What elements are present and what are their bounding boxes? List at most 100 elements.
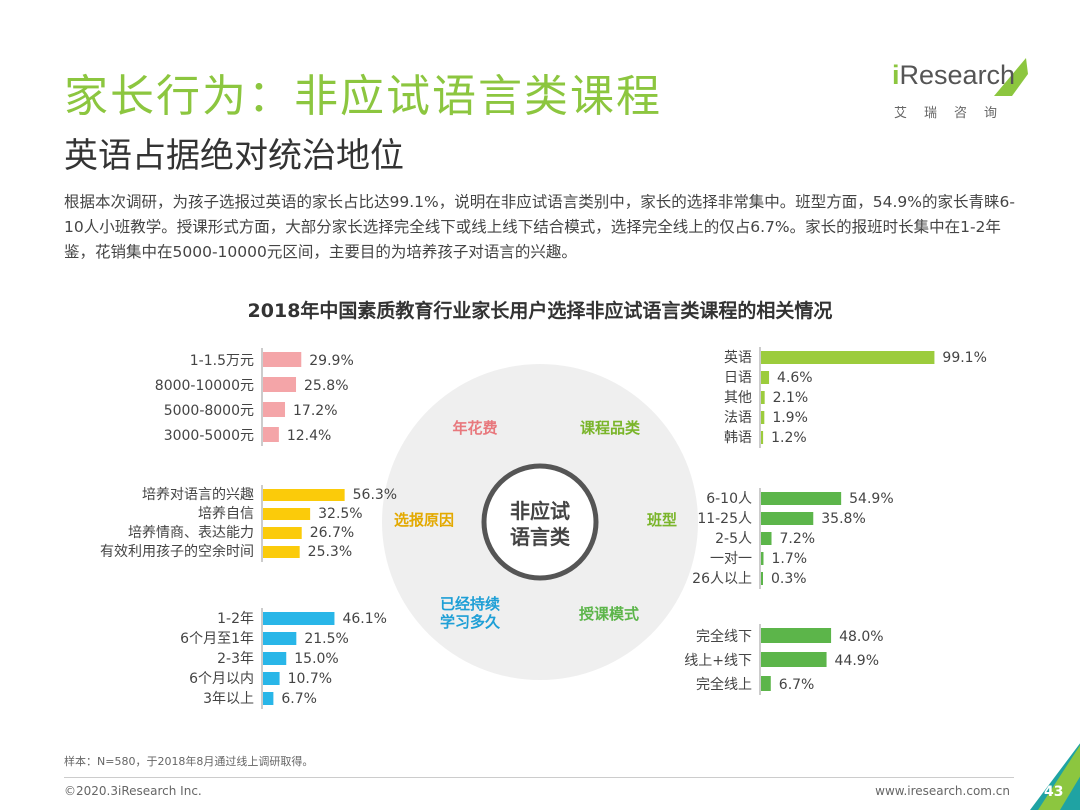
panel-4-category-label-4: 26人以上: [692, 571, 752, 587]
iresearch-logo: iResearch 艾瑞咨询: [892, 56, 1032, 126]
page-title: 家长行为：非应试语言类课程: [64, 71, 662, 122]
page-number: 43: [1044, 784, 1064, 800]
panel-0-value-label-1: 25.8%: [304, 378, 348, 394]
panel-1-value-label-0: 56.3%: [353, 487, 397, 503]
panel-0-name: 年花费: [452, 419, 497, 437]
panel-0-bar-1: [263, 377, 297, 392]
panel-2-category-label-2: 2-3年: [217, 651, 254, 667]
panel-3-value-label-3: 1.9%: [772, 410, 808, 426]
panel-4-bar-4: [761, 572, 763, 585]
center-label-line2: 语言类: [510, 525, 570, 549]
panel-3-bar-0: [761, 351, 935, 364]
panel-4-value-label-2: 7.2%: [780, 531, 816, 547]
panel-1-category-label-2: 培养情商、表达能力: [128, 525, 254, 541]
footnote: 样本：N=580，于2018年8月通过线上调研取得。: [64, 755, 314, 768]
panel-5-name: 授课模式: [579, 605, 639, 623]
panel-3-value-label-4: 1.2%: [771, 430, 807, 446]
panel-2-category-label-4: 3年以上: [203, 691, 254, 707]
panel-0-category-label-2: 5000-8000元: [164, 403, 254, 419]
panel-1-value-label-1: 32.5%: [318, 506, 362, 522]
center-ring: [481, 463, 599, 581]
panel-3-category-label-2: 其他: [724, 390, 752, 406]
panel-1-name: 选报原因: [394, 511, 454, 529]
panel-3-value-label-2: 2.1%: [773, 390, 809, 406]
panel-4-name: 班型: [647, 511, 677, 529]
panel-2-value-label-1: 21.5%: [304, 631, 348, 647]
logo-word: Research: [899, 60, 1016, 90]
panel-2-category-label-1: 6个月至1年: [180, 631, 254, 647]
panel-4-category-label-0: 6-10人: [706, 491, 752, 507]
panel-5-category-label-1: 线上+线下: [684, 653, 752, 669]
panel-3-category-label-3: 法语: [724, 410, 752, 426]
panel-4-category-label-1: 11-25人: [697, 511, 752, 527]
panel-4-bar-1: [761, 512, 814, 525]
panel-2-bar-0: [263, 612, 335, 625]
panel-4-value-label-4: 0.3%: [771, 571, 807, 587]
panel-2-value-label-4: 6.7%: [281, 691, 317, 707]
panel-2-category-label-3: 6个月以内: [189, 671, 254, 687]
panel-2-value-label-2: 15.0%: [294, 651, 338, 667]
panel-5-bar-2: [761, 676, 771, 691]
panel-5-bar-1: [761, 652, 827, 667]
panel-1-bar-3: [263, 546, 300, 558]
panel-0-value-label-2: 17.2%: [293, 403, 337, 419]
page-subtitle: 英语占据绝对统治地位: [64, 136, 404, 176]
panel-0-bar-0: [263, 352, 302, 367]
panel-1-category-label-1: 培养自信: [198, 506, 254, 522]
chart-title: 2018年中国素质教育行业家长用户选择非应试语言类课程的相关情况: [247, 300, 833, 322]
panel-2-bar-3: [263, 672, 280, 685]
panel-5-bar-0: [761, 628, 832, 643]
panel-3-name: 课程品类: [580, 419, 641, 437]
description-paragraph: 根据本次调研，为孩子选报过英语的家长占比达99.1%，说明在非应试语言类别中，家…: [64, 193, 1015, 261]
panel-2-name-line1: 已经持续: [440, 595, 500, 613]
panel-1-category-label-0: 培养对语言的兴趣: [142, 487, 254, 503]
panel-2-bar-4: [263, 692, 274, 705]
panel-1-bar-0: [263, 489, 345, 501]
panel-3-bar-2: [761, 391, 765, 404]
logo-wordmark: iResearch: [892, 60, 1015, 91]
panel-0-value-label-0: 29.9%: [309, 353, 353, 369]
panel-3-category-label-4: 韩语: [724, 430, 752, 446]
panel-5-category-label-2: 完全线上: [696, 676, 752, 693]
panel-4-bar-0: [761, 492, 842, 505]
panel-3-value-label-1: 4.6%: [777, 370, 813, 386]
center-label-line1: 非应试: [510, 499, 570, 523]
footer-divider: [64, 777, 1014, 778]
panel-5-category-label-0: 完全线下: [696, 628, 752, 645]
panel-0-bar-2: [263, 402, 286, 417]
website-link[interactable]: www.iresearch.com.cn: [875, 784, 1010, 798]
page-corner-decoration: [1030, 743, 1080, 810]
panel-0-category-label-1: 8000-10000元: [155, 378, 254, 394]
panel-4-category-label-2: 2-5人: [715, 531, 752, 547]
panel-3-bar-3: [761, 411, 765, 424]
panel-3-category-label-1: 日语: [724, 370, 752, 386]
panel-1-value-label-2: 26.7%: [310, 525, 354, 541]
panel-1-value-label-3: 25.3%: [308, 544, 352, 560]
panel-4-category-label-3: 一对一: [710, 551, 752, 567]
panel-1-bar-2: [263, 527, 302, 539]
panel-5-value-label-0: 48.0%: [839, 629, 883, 645]
panel-2-bar-2: [263, 652, 287, 665]
panel-2-name-line2: 学习多久: [440, 613, 501, 631]
panel-2-value-label-0: 46.1%: [342, 611, 386, 627]
panel-3-bar-1: [761, 371, 770, 384]
panel-4-value-label-3: 1.7%: [771, 551, 807, 567]
panel-0-category-label-0: 1-1.5万元: [190, 353, 254, 369]
panel-5-value-label-1: 44.9%: [835, 653, 879, 669]
panel-0-category-label-3: 3000-5000元: [164, 428, 254, 444]
panel-5-value-label-2: 6.7%: [779, 677, 815, 693]
logo-swoosh-icon: [994, 58, 1028, 96]
panel-0-value-label-3: 12.4%: [287, 428, 331, 444]
panel-2-value-label-3: 10.7%: [288, 671, 332, 687]
logo-i: i: [892, 60, 900, 90]
copyright: ©2020.3iResearch Inc.: [64, 784, 202, 798]
logo-subtext: 艾瑞咨询: [894, 106, 1015, 121]
panel-3-bar-4: [761, 431, 764, 444]
panel-3-value-label-0: 99.1%: [942, 350, 986, 366]
panel-4-value-label-0: 54.9%: [849, 491, 893, 507]
panel-2-category-label-0: 1-2年: [217, 611, 254, 627]
panel-4-bar-3: [761, 552, 764, 565]
panel-2-bar-1: [263, 632, 297, 645]
